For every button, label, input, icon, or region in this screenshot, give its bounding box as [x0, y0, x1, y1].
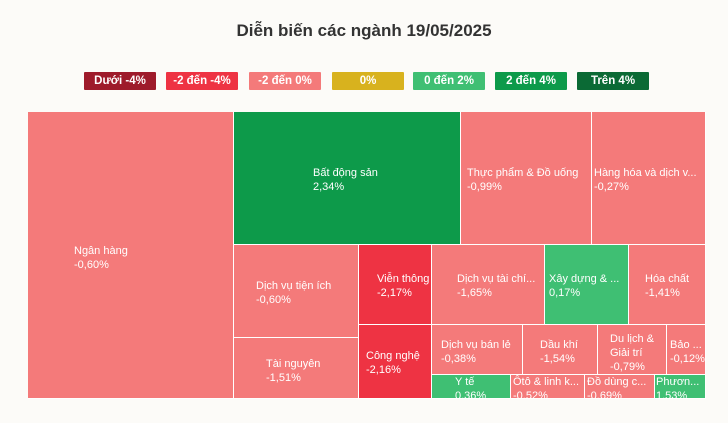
treemap-tile[interactable]: Đồ dùng c... -0,69%: [585, 375, 655, 399]
legend-item: Trên 4%: [577, 72, 649, 90]
legend-item: 0 đến 2%: [413, 72, 485, 90]
legend-item: Dưới -4%: [84, 72, 156, 90]
tile-sector-name: Tài nguyên: [266, 358, 321, 370]
tile-change-value: -0,12%: [670, 353, 705, 365]
tile-change-value: 2,34%: [313, 181, 345, 193]
tile-sector-name: Công nghệ: [366, 350, 420, 362]
tile-sector-name: Viễn thông: [377, 273, 430, 285]
treemap-tile[interactable]: Bảo ... -0,12%: [667, 325, 706, 375]
legend-item: 2 đến 4%: [495, 72, 567, 90]
tile-change-value: 0,36%: [455, 390, 487, 399]
tile-change-value: -0,52%: [513, 390, 548, 399]
treemap-tile[interactable]: Dịch vụ tiện ích -0,60%: [234, 245, 359, 338]
treemap-tile[interactable]: Ngân hàng -0,60%: [28, 112, 234, 399]
tile-change-value: -1,41%: [645, 287, 680, 299]
tile-change-value: -0,69%: [587, 390, 622, 399]
tile-sector-name: Dịch vụ bán lẻ: [441, 339, 511, 351]
tile-change-value: -0,27%: [594, 181, 629, 193]
tile-sector-name: Dịch vụ tài chí...: [457, 273, 536, 285]
treemap-tile[interactable]: Dịch vụ bán lẻ -0,38%: [432, 325, 523, 375]
legend-item: -2 đến 0%: [249, 72, 321, 90]
treemap-tile[interactable]: Phươn... 1,53%: [655, 375, 706, 399]
tile-sector-name: Hàng hóa và dịch v...: [594, 167, 697, 179]
tile-change-value: -0,60%: [256, 294, 291, 306]
tile-sector-name: Ngân hàng: [74, 245, 128, 257]
chart-title: Diễn biến các ngành 19/05/2025: [236, 21, 492, 40]
treemap-tile[interactable]: Hóa chất -1,41%: [629, 245, 706, 325]
tile-sector-name: Dầu khí: [540, 339, 578, 351]
tile-sector-name: Hóa chất: [645, 273, 690, 285]
treemap-tile[interactable]: Thực phẩm & Đồ uống -0,99%: [461, 112, 592, 245]
tile-change-value: 1,53%: [656, 390, 688, 399]
tile-sector-name: Ôtô & linh k...: [513, 376, 580, 388]
legend-item: 0%: [332, 72, 404, 90]
treemap-tile[interactable]: Du lịch & Giải trí -0,79%: [598, 325, 667, 375]
treemap-tile[interactable]: Bất động sản 2,34%: [234, 112, 461, 245]
tile-change-value: -0,60%: [74, 259, 109, 271]
tile-change-value: -1,51%: [266, 372, 301, 384]
tile-change-value: -0,79%: [610, 361, 645, 373]
tile-change-value: -2,16%: [366, 364, 401, 376]
treemap-tile[interactable]: Dịch vụ tài chí... -1,65%: [432, 245, 545, 325]
tile-sector-name: Bảo ...: [670, 339, 702, 351]
treemap-tile[interactable]: Tài nguyên -1,51%: [234, 338, 359, 399]
legend-item: -2 đến -4%: [166, 72, 238, 90]
treemap-tile[interactable]: Viễn thông -2,17%: [359, 245, 432, 325]
treemap-tile[interactable]: Dầu khí -1,54%: [523, 325, 598, 375]
treemap-tile[interactable]: Y tế 0,36%: [432, 375, 511, 399]
tile-sector-name: Thực phẩm & Đồ uống: [467, 167, 579, 179]
tile-change-value: -2,17%: [377, 287, 412, 299]
tile-sector-name: Xây dựng & ...: [549, 273, 620, 285]
tile-sector-name: Đồ dùng c...: [587, 376, 647, 388]
tile-change-value: 0,17%: [549, 287, 581, 299]
treemap-tile[interactable]: Công nghệ -2,16%: [359, 325, 432, 399]
tile-change-value: -0,99%: [467, 181, 502, 193]
tile-sector-name: Dịch vụ tiện ích: [256, 280, 332, 292]
tile-sector-name: Y tế: [455, 376, 475, 388]
tile-change-value: -0,38%: [441, 353, 476, 365]
tile-change-value: -1,65%: [457, 287, 492, 299]
tile-change-value: -1,54%: [540, 353, 575, 365]
treemap-tile[interactable]: Ôtô & linh k... -0,52%: [511, 375, 585, 399]
tile-sector-name: Bất động sản: [313, 167, 378, 179]
tile-sector-name: Du lịch & Giải trí: [610, 333, 655, 359]
treemap-tile[interactable]: Hàng hóa và dịch v... -0,27%: [592, 112, 706, 245]
tile-sector-name: Phươn...: [656, 376, 700, 388]
treemap-tile[interactable]: Xây dựng & ... 0,17%: [545, 245, 629, 325]
